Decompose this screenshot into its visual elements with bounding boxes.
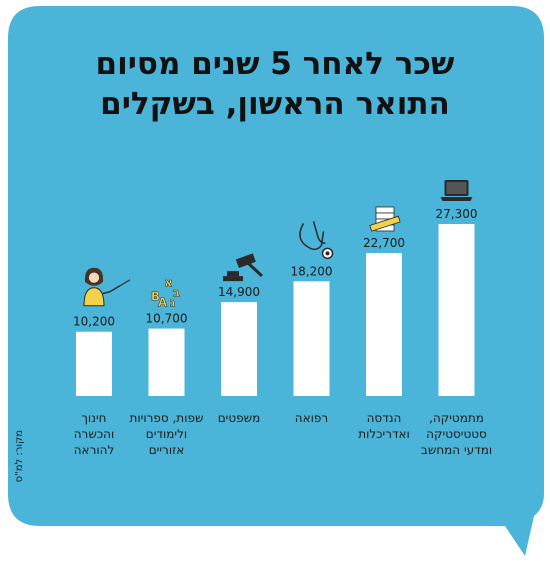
bar xyxy=(76,331,112,396)
bar-value-label: 10,700 xyxy=(146,312,188,326)
bar xyxy=(293,281,330,396)
source-note: מקור: למ"ס xyxy=(14,430,25,483)
svg-text:A: A xyxy=(158,296,168,310)
ruler-blueprints-icon xyxy=(369,206,401,232)
category-label: חינוך והכשרה להוראה xyxy=(74,411,115,457)
bar xyxy=(366,252,402,396)
bar-value-label: 18,200 xyxy=(291,264,333,278)
bar xyxy=(438,224,475,396)
bar-value-label: 27,300 xyxy=(436,207,478,221)
stethoscope-icon xyxy=(299,221,334,260)
title-line-1: שכר לאחר 5 שנים מסיום xyxy=(95,46,455,82)
category-label: הנדסה ואדריכלות xyxy=(358,411,410,441)
svg-text:ג: ג xyxy=(170,296,176,310)
title-line-2: התואר הראשון, בשקלים xyxy=(100,86,450,122)
category-label: מתמטיקה, סטטיסטיקה ומדעי המחשב xyxy=(421,411,492,457)
category-label: משפטים xyxy=(218,411,261,425)
svg-text:B: B xyxy=(151,290,160,304)
laptop-icon xyxy=(440,180,473,201)
bar-value-label: 14,900 xyxy=(218,285,260,299)
bar-value-label: 22,700 xyxy=(363,236,405,250)
svg-text:א: א xyxy=(164,276,173,290)
bar xyxy=(148,328,185,396)
category-label: רפואה xyxy=(295,411,328,425)
gavel-icon xyxy=(223,253,263,282)
bar-value-label: 10,200 xyxy=(73,315,115,329)
chart-title: שכר לאחר 5 שנים מסיום התואר הראשון, בשקל… xyxy=(40,44,510,124)
bubble-shape xyxy=(8,6,544,556)
category-label: שפות, ספרויות ולימודים אזוריים xyxy=(130,411,204,457)
svg-text:ב: ב xyxy=(173,286,180,300)
bar xyxy=(221,302,257,396)
teacher-icon xyxy=(83,267,131,307)
